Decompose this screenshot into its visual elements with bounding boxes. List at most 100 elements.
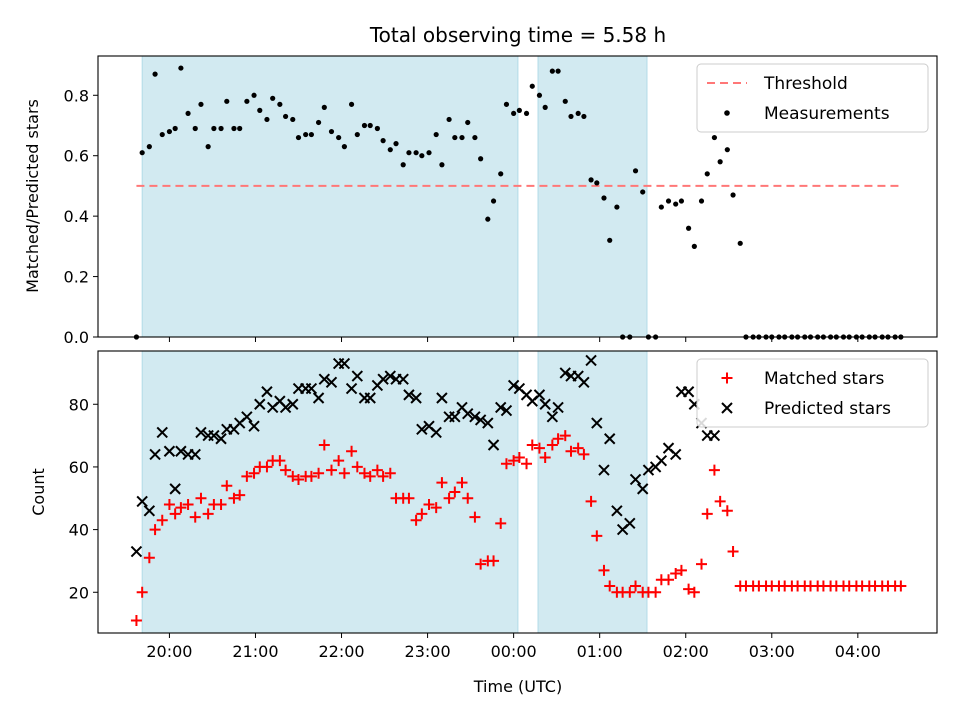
- data-point: [472, 134, 478, 141]
- data-point: [452, 134, 458, 141]
- data-point: [146, 144, 152, 150]
- data-point: [315, 119, 322, 126]
- data-point: [536, 92, 543, 98]
- data-point: [682, 386, 695, 398]
- data-point: [318, 439, 330, 451]
- data-point: [248, 467, 260, 479]
- shaded-interval-0: [141, 55, 519, 338]
- data-point: [508, 455, 520, 467]
- data-point: [149, 524, 161, 536]
- data-point: [423, 499, 435, 511]
- data-point: [462, 407, 474, 420]
- data-point: [539, 452, 551, 464]
- data-point: [270, 95, 276, 101]
- data-point: [511, 110, 517, 117]
- data-point: [495, 517, 507, 529]
- data-point: [604, 433, 616, 445]
- data-point: [163, 499, 175, 511]
- data-point: [303, 131, 309, 138]
- data-point: [591, 530, 603, 542]
- data-point: [130, 614, 142, 626]
- y-tick-label: 0.8: [64, 86, 89, 105]
- data-point: [305, 382, 318, 395]
- legend-frame: [696, 358, 929, 428]
- legend-marker: [724, 110, 730, 116]
- data-point: [533, 442, 545, 454]
- data-point: [708, 464, 720, 476]
- data-point: [572, 442, 584, 454]
- data-point: [581, 113, 587, 120]
- legend: Matched stars Predicted stars: [696, 358, 929, 428]
- bottom-panel: 20 40 60 80 20:00 21:00 22:00 23:00 00:00 01:00 02…: [69, 350, 938, 661]
- data-point: [482, 417, 494, 429]
- x-axis-label: Time (UTC): [473, 677, 562, 696]
- data-point: [487, 439, 500, 451]
- chart-title: Total observing time = 5.58 h: [369, 23, 666, 47]
- data-point: [488, 555, 500, 567]
- data-point: [159, 131, 165, 138]
- data-point: [277, 101, 283, 107]
- data-point: [341, 144, 347, 150]
- data-point: [195, 492, 207, 504]
- data-point: [175, 502, 187, 514]
- series-matched-stars: [130, 430, 907, 626]
- data-point: [629, 473, 642, 486]
- data-point: [614, 204, 620, 210]
- data-point: [361, 122, 368, 129]
- data-point: [526, 439, 538, 451]
- data-point: [387, 147, 393, 153]
- legend: Threshold Measurements: [696, 63, 929, 133]
- data-point: [562, 98, 568, 104]
- data-point: [261, 461, 273, 473]
- y-tick-label: 0.0: [64, 328, 89, 347]
- data-point: [591, 417, 603, 429]
- data-point: [198, 101, 204, 107]
- data-point: [178, 65, 184, 71]
- data-point: [698, 198, 705, 204]
- data-point: [346, 445, 358, 457]
- data-point: [449, 411, 461, 423]
- data-point: [650, 586, 662, 598]
- data-point: [630, 580, 642, 592]
- data-point: [691, 243, 697, 249]
- data-point: [578, 448, 590, 460]
- legend-frame: [696, 63, 929, 133]
- data-point: [516, 107, 522, 113]
- data-point: [139, 150, 145, 156]
- y-tick-label: 0.6: [64, 147, 89, 166]
- data-point: [136, 586, 148, 598]
- data-point: [325, 464, 337, 476]
- data-point: [675, 564, 687, 576]
- data-point: [241, 470, 253, 482]
- data-point: [202, 508, 214, 520]
- data-point: [598, 564, 610, 576]
- data-point: [156, 514, 168, 526]
- data-point: [295, 134, 302, 141]
- data-point: [552, 433, 564, 445]
- data-point: [351, 461, 363, 473]
- data-point: [351, 370, 364, 382]
- data-point: [143, 505, 156, 517]
- legend-label: Matched stars: [764, 369, 884, 389]
- data-point: [287, 398, 299, 410]
- data-point: [136, 495, 148, 508]
- data-point: [708, 429, 721, 442]
- data-point: [380, 138, 386, 144]
- data-point: [430, 502, 442, 514]
- x-tick-label: 03:00: [749, 642, 795, 661]
- data-point: [279, 401, 292, 414]
- data-point: [305, 470, 317, 482]
- data-point: [231, 125, 237, 132]
- data-point: [578, 376, 590, 389]
- data-point: [503, 101, 510, 107]
- y-tick-label: 60: [69, 458, 89, 477]
- legend-label: Threshold: [763, 74, 848, 94]
- data-point: [459, 134, 465, 141]
- data-point: [205, 144, 211, 150]
- data-point: [215, 433, 227, 445]
- data-point: [419, 153, 425, 159]
- data-point: [237, 125, 243, 132]
- data-point: [485, 216, 491, 222]
- data-point: [244, 98, 250, 104]
- legend-label: Predicted stars: [764, 399, 891, 419]
